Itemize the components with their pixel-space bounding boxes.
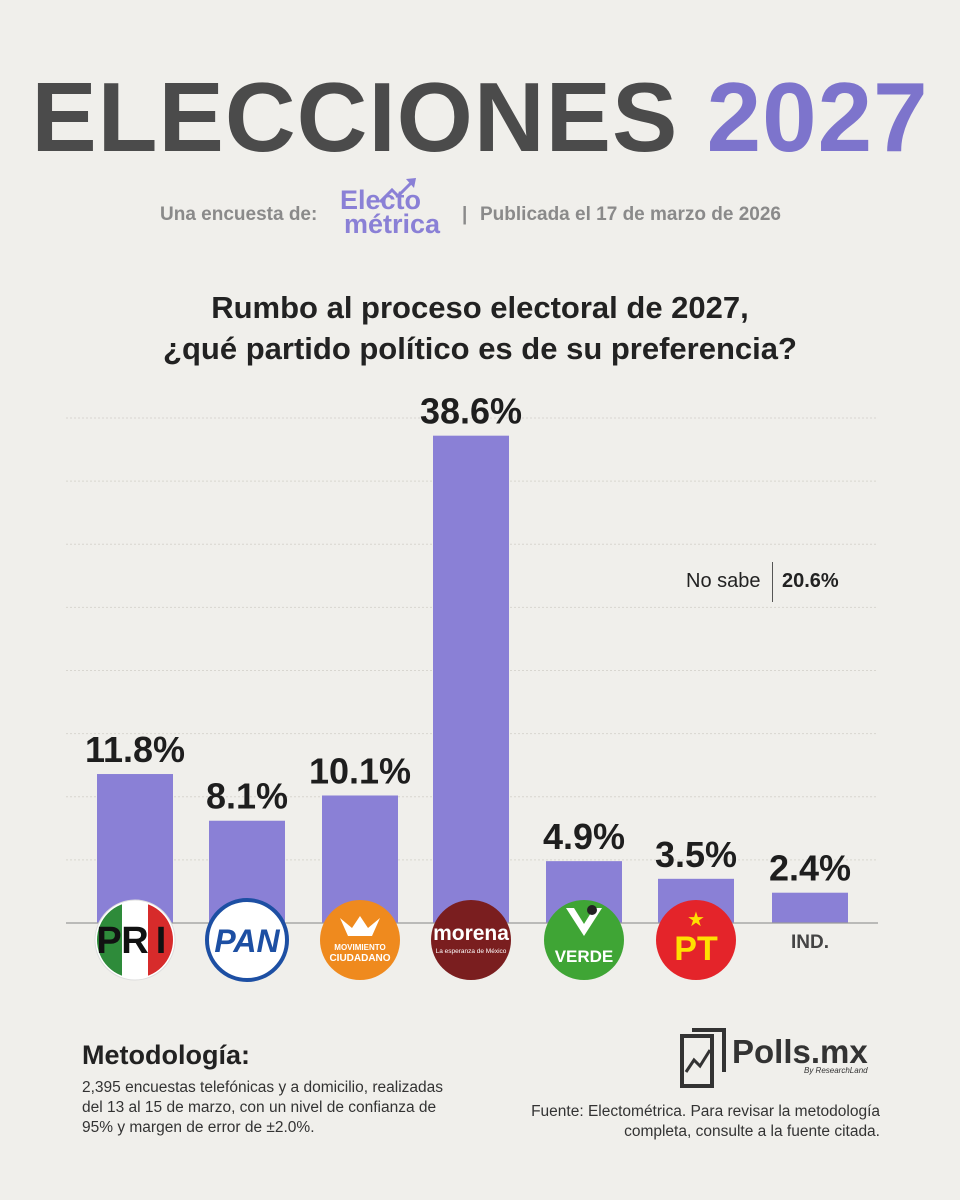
- bar-6: [772, 892, 848, 923]
- verde-logo: VERDE: [544, 900, 624, 980]
- source-note: Fuente: Electométrica. Para revisar la m…: [531, 1103, 880, 1140]
- title-year: 2027: [706, 62, 929, 172]
- survey-question: Rumbo al proceso electoral de 2027, ¿qué…: [0, 287, 960, 369]
- polls-logo-text: Polls.mx: [732, 1033, 868, 1070]
- data-label-4: 4.9%: [543, 816, 625, 857]
- title-word: ELECCIONES: [31, 62, 679, 172]
- data-label-3: 38.6%: [420, 391, 522, 432]
- data-label-6: 2.4%: [769, 848, 851, 889]
- data-label-2: 10.1%: [309, 750, 411, 791]
- pan-logo: PAN: [205, 898, 289, 982]
- bar-3: [433, 435, 509, 923]
- morena-name: morena: [433, 922, 509, 945]
- methodology-title: Metodología:: [82, 1040, 250, 1070]
- undecided-divider: [772, 562, 773, 602]
- header-separator: |: [462, 204, 468, 225]
- undecided-label: No sabe: [686, 570, 761, 592]
- electometrica-logo: Electo métrica: [340, 187, 458, 239]
- mc-line1: MOVIMIENTO: [334, 943, 385, 952]
- bar-0: [97, 774, 173, 923]
- pan-text: PAN: [214, 923, 280, 959]
- polls-logo-subtext: By ResearchLand: [804, 1066, 868, 1075]
- morena-logo: morena La esperanza de México: [431, 900, 511, 980]
- ind-label: IND.: [791, 932, 829, 953]
- pri-letter-i: I: [156, 920, 167, 962]
- question-line1: Rumbo al proceso electoral de 2027,: [211, 290, 749, 325]
- star-icon: ★: [687, 909, 705, 931]
- morena-slogan: La esperanza de México: [436, 948, 507, 955]
- data-label-1: 8.1%: [206, 776, 288, 817]
- trend-arrow-icon: [378, 178, 416, 204]
- brand-line2: métrica: [344, 209, 441, 239]
- mc-logo: MOVIMIENTO CIUDADANO: [320, 900, 400, 980]
- survey-by-label: Una encuesta de:: [160, 204, 318, 225]
- bar-chart: 11.8% 8.1% 10.1% 38.6% 4.9% 3.5% 2.4% P R I PA…: [66, 391, 878, 982]
- verde-text: VERDE: [555, 947, 614, 966]
- question-line2: ¿qué partido político es de su preferenc…: [163, 331, 797, 366]
- methodology-text: 2,395 encuestas telefónicas y a domicili…: [82, 1079, 444, 1136]
- undecided-value: 20.6%: [782, 570, 839, 592]
- data-label-0: 11.8%: [85, 729, 185, 770]
- pt-text: PT: [674, 930, 718, 968]
- toucan-v-icon: [566, 908, 602, 936]
- pri-letter-r: R: [121, 920, 148, 962]
- main-title: ELECCIONES 2027: [0, 68, 960, 166]
- polls-logo-icon: [680, 1028, 726, 1088]
- mc-line2: CIUDADANO: [329, 953, 390, 964]
- pri-logo: P R I: [94, 899, 176, 981]
- published-date: Publicada el 17 de marzo de 2026: [480, 204, 781, 225]
- eagle-icon: [340, 916, 380, 936]
- pt-logo: ★ PT: [656, 900, 736, 980]
- pri-letter-p: P: [96, 920, 121, 962]
- data-label-5: 3.5%: [655, 834, 737, 875]
